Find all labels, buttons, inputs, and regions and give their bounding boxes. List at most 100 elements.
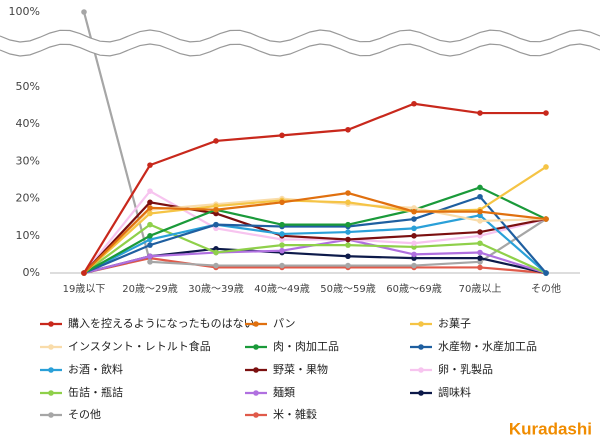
data-point [147, 162, 153, 168]
data-point [477, 208, 483, 215]
axis-break-band [0, 30, 600, 56]
series-line [83, 186, 547, 274]
data-point [411, 251, 417, 258]
data-point [345, 199, 351, 206]
y-tick-label: 100% [9, 5, 40, 18]
data-point [345, 221, 351, 228]
legend-marker [418, 390, 424, 396]
data-point [147, 242, 153, 248]
data-point [147, 210, 153, 217]
data-point [147, 199, 153, 206]
y-tick-label: 50% [16, 80, 40, 93]
legend-marker [253, 367, 259, 373]
y-tick-label: 0% [23, 266, 40, 279]
data-point [411, 100, 417, 107]
legend-marker [418, 344, 424, 350]
legend-marker [48, 344, 54, 350]
data-point [279, 132, 285, 139]
x-tick-label: 70歳以上 [459, 283, 502, 295]
legend-label: 米・雑穀 [273, 407, 317, 421]
legend-label: 調味料 [438, 385, 471, 399]
data-point [345, 242, 351, 248]
legend-label: 野菜・果物 [273, 362, 328, 376]
x-tick-label: 19歳以下 [63, 283, 106, 295]
series-line [83, 201, 547, 274]
data-point [543, 110, 549, 116]
legend-marker [253, 390, 259, 396]
data-point [411, 216, 417, 222]
series-line [83, 257, 547, 275]
series-line [83, 195, 547, 275]
y-tick-label: 40% [16, 117, 40, 130]
legend-label: その他 [68, 408, 101, 421]
data-point [81, 9, 87, 15]
data-point [279, 231, 285, 237]
x-tick-label: 20歳～29歳 [122, 283, 177, 295]
brand-logo: Kuradashi [509, 419, 592, 438]
data-point [411, 233, 417, 239]
x-tick-label: 30歳～39歳 [188, 283, 243, 295]
legend-label: 肉・肉加工品 [273, 340, 339, 353]
data-point [411, 225, 417, 232]
legend-marker [253, 412, 259, 418]
data-point [477, 255, 483, 261]
legend-label: 麺類 [273, 386, 295, 399]
legend-label: 缶詰・瓶詰 [68, 385, 123, 399]
legend-marker [253, 321, 259, 327]
series-line [83, 189, 547, 274]
data-point [147, 188, 153, 194]
data-point [345, 253, 351, 260]
data-point [477, 229, 483, 235]
data-point [147, 233, 153, 239]
x-tick-label: 40歳～49歳 [254, 283, 309, 295]
data-point [345, 262, 351, 269]
data-point [477, 193, 483, 200]
series-line [83, 223, 547, 275]
data-point [477, 184, 483, 191]
y-tick-label: 20% [16, 192, 40, 205]
data-point [147, 253, 153, 260]
x-tick-label: その他 [531, 282, 561, 295]
data-point [147, 259, 153, 265]
x-tick-label: 50歳～59歳 [320, 283, 375, 295]
data-point [213, 249, 219, 256]
data-point [279, 199, 285, 206]
legend-label: お菓子 [438, 317, 471, 330]
legend-label: 購入を控えるようになったものはない [68, 316, 255, 330]
data-point [279, 242, 285, 248]
data-point [345, 190, 351, 196]
data-point [345, 236, 351, 243]
data-point [543, 216, 549, 222]
data-point [543, 164, 549, 170]
data-point [477, 240, 483, 247]
data-point [147, 205, 153, 211]
series-line [83, 166, 547, 274]
data-point [279, 221, 285, 228]
data-point [213, 138, 219, 144]
x-tick-label: 60歳～69歳 [386, 283, 441, 295]
data-point [279, 247, 285, 254]
legend-label: パン [273, 317, 296, 330]
series-line [83, 102, 546, 274]
legend-marker [253, 344, 259, 350]
data-point [543, 270, 549, 276]
data-point [279, 262, 285, 269]
series-line [83, 214, 547, 274]
data-point [213, 221, 219, 228]
data-point [411, 262, 417, 269]
series-line [82, 11, 547, 267]
data-point [213, 262, 219, 269]
axis-break-line [0, 29, 600, 43]
axis-break-line [0, 43, 600, 57]
y-tick-label: 10% [16, 229, 40, 242]
legend-label: 水産物・水産加工品 [438, 339, 537, 353]
legend-marker [48, 367, 54, 373]
data-point [477, 249, 483, 256]
legend-marker [48, 412, 54, 418]
data-point [345, 126, 351, 133]
series-line [83, 191, 547, 274]
data-point [345, 229, 351, 235]
data-point [477, 218, 483, 224]
data-point [411, 240, 417, 247]
